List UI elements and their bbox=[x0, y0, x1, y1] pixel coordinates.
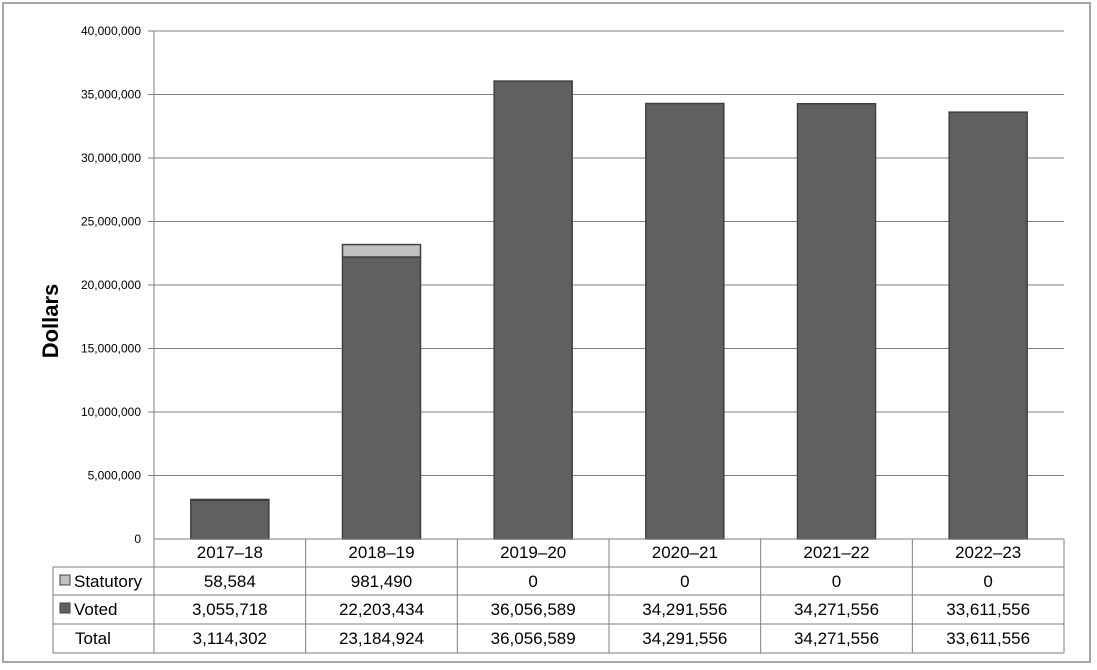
x-category-label: 2018–19 bbox=[348, 543, 414, 562]
y-tick-label: 35,000,000 bbox=[81, 88, 141, 102]
table-cell-value: 33,611,556 bbox=[946, 629, 1030, 648]
bar-voted bbox=[493, 80, 573, 540]
bar-statutory bbox=[341, 243, 422, 258]
bar-voted bbox=[341, 256, 422, 540]
table-cell-value: 0 bbox=[983, 572, 992, 591]
y-tick-label: 40,000,000 bbox=[81, 24, 141, 38]
table-cell-value: 981,490 bbox=[351, 572, 412, 591]
chart-frame bbox=[2, 2, 1091, 663]
y-tick-label: 15,000,000 bbox=[81, 342, 141, 356]
bar-voted bbox=[190, 499, 270, 540]
table-cell-value: 34,291,556 bbox=[642, 629, 727, 648]
y-tick-label: 20,000,000 bbox=[81, 278, 141, 292]
x-category-label: 2019–20 bbox=[500, 543, 566, 562]
bar-voted bbox=[796, 103, 877, 540]
row-header: Statutory bbox=[74, 572, 143, 591]
table-cell-value: 34,271,556 bbox=[794, 629, 879, 648]
table-cell-value: 33,611,556 bbox=[946, 600, 1030, 619]
row-header: Voted bbox=[74, 600, 118, 619]
table-cell-value: 34,271,556 bbox=[794, 600, 879, 619]
x-category-label: 2021–22 bbox=[803, 543, 869, 562]
y-tick-label: 0 bbox=[134, 532, 141, 546]
y-tick-label: 25,000,000 bbox=[81, 215, 141, 229]
y-tick-label: 30,000,000 bbox=[81, 151, 141, 165]
table-cell-value: 0 bbox=[832, 572, 841, 591]
bar-voted bbox=[645, 102, 725, 540]
bar-statutory bbox=[190, 498, 270, 501]
x-category-label: 2022–23 bbox=[955, 543, 1021, 562]
table-cell-value: 0 bbox=[680, 572, 689, 591]
y-axis-label: Dollars bbox=[38, 284, 63, 359]
table-cell-value: 3,114,302 bbox=[193, 629, 267, 648]
table-cell-value: 34,291,556 bbox=[642, 600, 727, 619]
x-category-label: 2020–21 bbox=[652, 543, 718, 562]
table-cell-value: 23,184,924 bbox=[339, 629, 424, 648]
bar-voted bbox=[948, 111, 1028, 540]
legend-key-voted bbox=[59, 602, 71, 614]
y-tick-label: 10,000,000 bbox=[81, 405, 141, 419]
table-cell-value: 22,203,434 bbox=[339, 600, 424, 619]
table-cell-value: 0 bbox=[528, 572, 537, 591]
x-category-label: 2017–18 bbox=[197, 543, 263, 562]
y-tick-label: 5,000,000 bbox=[88, 469, 142, 483]
table-cell-value: 36,056,589 bbox=[491, 600, 576, 619]
legend-key-statutory bbox=[59, 574, 71, 586]
table-cell-value: 36,056,589 bbox=[491, 629, 576, 648]
table-cell-value: 58,584 bbox=[204, 572, 256, 591]
row-header: Total bbox=[75, 629, 111, 648]
table-cell-value: 3,055,718 bbox=[192, 600, 268, 619]
